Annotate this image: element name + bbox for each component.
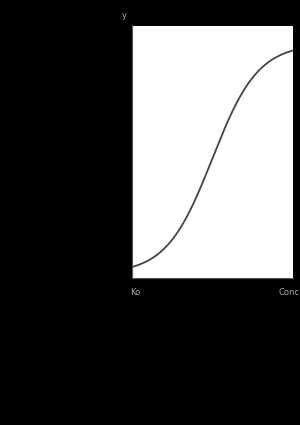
Text: Conc: Conc — [279, 289, 300, 298]
Text: Ko: Ko — [130, 289, 140, 298]
Text: y: y — [122, 11, 127, 20]
